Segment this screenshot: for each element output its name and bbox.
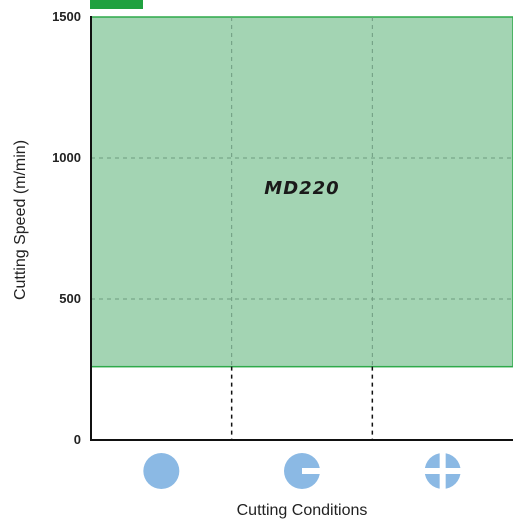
category-icons: [143, 451, 463, 491]
y-tick-label: 500: [59, 291, 81, 306]
y-tick-labels: 0 500 1000 1500: [52, 9, 81, 447]
gridlines: [91, 17, 513, 440]
heavy-interrupted-cut-icon: [422, 451, 463, 491]
series-label-md220: MD220: [264, 178, 339, 199]
y-axis-title: Cutting Speed (m/min): [12, 140, 29, 300]
grade-area-md220: [90, 16, 513, 368]
light-interrupted-cut-icon: [284, 453, 322, 489]
y-tick-label: 1000: [52, 150, 81, 165]
y-tick-label: 0: [74, 432, 81, 447]
y-tick-label: 1500: [52, 9, 81, 24]
x-axis-title: Cutting Conditions: [237, 502, 368, 519]
legend-marker: [90, 0, 143, 9]
continuous-cut-icon: [143, 453, 180, 489]
